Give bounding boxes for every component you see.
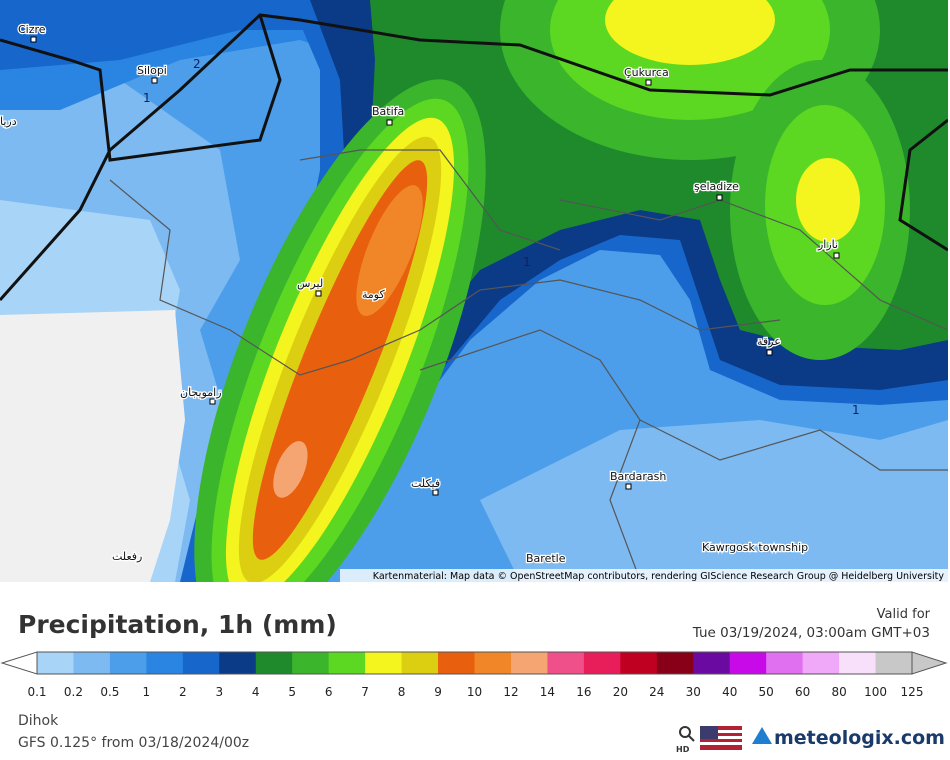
- place-label: كومة: [362, 288, 385, 301]
- legend-swatch: [438, 652, 475, 674]
- legend-tick-label: 3: [215, 685, 223, 699]
- legend-swatch: [802, 652, 840, 674]
- legend-swatch: [693, 652, 731, 674]
- brand[interactable]: meteologix.com: [774, 727, 945, 749]
- location: Dihok: [18, 713, 59, 729]
- legend-tick-label: 60: [795, 685, 810, 699]
- hd-label[interactable]: HD: [676, 745, 690, 754]
- place-label: Bardarash: [610, 470, 666, 483]
- place-label: فيكلت: [411, 477, 440, 490]
- place-label: ليرس: [297, 277, 323, 290]
- legend-swatch: [620, 652, 658, 674]
- legend-swatch: [73, 652, 111, 674]
- legend-tick-label: 30: [686, 685, 701, 699]
- legend-swatch: [292, 652, 330, 674]
- place-label: نازار: [817, 238, 838, 251]
- valid-time: Tue 03/19/2024, 03:00am GMT+03: [692, 625, 930, 641]
- legend: Precipitation, 1h (mm) Valid for Tue 03/…: [0, 607, 948, 754]
- legend-tick-label: 1: [143, 685, 151, 699]
- legend-frame: [36, 651, 913, 675]
- legend-tick-label: 2: [179, 685, 187, 699]
- legend-swatch: [328, 652, 366, 674]
- flag[interactable]: [700, 726, 742, 750]
- legend-arrow-right: [911, 651, 948, 675]
- legend-swatch: [109, 652, 147, 674]
- legend-tick-label: 125: [901, 685, 924, 699]
- legend-tick-label: 100: [864, 685, 887, 699]
- attribution: Kartenmaterial: Map data © OpenStreetMap…: [373, 571, 945, 582]
- place-label: Cizre: [18, 23, 46, 36]
- legend-swatch: [583, 652, 621, 674]
- legend-tick-label: 24: [649, 685, 664, 699]
- valid-label: Valid for: [877, 607, 931, 622]
- legend-swatch: [401, 652, 439, 674]
- model-run: GFS 0.125° from 03/18/2024/00z: [18, 735, 249, 751]
- place-label: Silopi: [137, 64, 167, 77]
- legend-tick-label: 7: [361, 685, 369, 699]
- legend-tick-label: 0.1: [27, 685, 46, 699]
- legend-swatch: [656, 652, 694, 674]
- precipitation-map: Cizre Silopi Batifa Çukurca şeladize دري…: [0, 0, 948, 582]
- legend-tick-label: 12: [503, 685, 518, 699]
- legend-tick-label: 0.5: [100, 685, 119, 699]
- place-label: دريا: [0, 115, 17, 128]
- legend-swatch: [875, 652, 913, 674]
- legend-swatch: [365, 652, 403, 674]
- legend-tick-label: 4: [252, 685, 260, 699]
- legend-swatch: [146, 652, 184, 674]
- place-label: Çukurca: [624, 66, 669, 79]
- legend-swatch: [839, 652, 877, 674]
- legend-tick-label: 14: [540, 685, 555, 699]
- contour-label: 1: [852, 403, 860, 417]
- legend-swatch: [729, 652, 767, 674]
- place-labels: Cizre Silopi Batifa Çukurca şeladize دري…: [0, 22, 860, 567]
- legend-swatch: [37, 652, 74, 674]
- legend-swatch: [219, 652, 257, 674]
- place-label: Kawrgosk township: [702, 541, 808, 554]
- legend-tick-label: 16: [576, 685, 591, 699]
- legend-swatch: [182, 652, 220, 674]
- legend-tick-label: 40: [722, 685, 737, 699]
- legend-tick-label: 50: [759, 685, 774, 699]
- legend-tick-label: 10: [467, 685, 482, 699]
- legend-tick-label: 6: [325, 685, 333, 699]
- legend-title: Precipitation, 1h (mm): [18, 610, 337, 639]
- legend-tick-label: 9: [434, 685, 442, 699]
- legend-swatch: [255, 652, 293, 674]
- contour-label: 2: [193, 57, 201, 71]
- place-label: Batifa: [372, 105, 404, 118]
- legend-swatch: [510, 652, 548, 674]
- place-label: رفعلت: [112, 550, 142, 563]
- legend-tick-label: 8: [398, 685, 406, 699]
- legend-tick-label: 20: [613, 685, 628, 699]
- legend-tick-label: 5: [288, 685, 296, 699]
- legend-tick-label: 80: [831, 685, 846, 699]
- legend-swatch: [766, 652, 804, 674]
- contour-label: 1: [523, 255, 531, 269]
- place-label: şeladize: [694, 180, 739, 193]
- place-label: عرقة: [757, 335, 781, 348]
- place-label: زامويجان: [180, 386, 222, 399]
- contour-label: 1: [143, 91, 151, 105]
- legend-swatch: [474, 652, 512, 674]
- legend-swatch: [547, 652, 585, 674]
- place-label: Baretle: [526, 552, 566, 565]
- legend-arrow-left: [0, 651, 38, 675]
- legend-tick-label: 0.2: [64, 685, 83, 699]
